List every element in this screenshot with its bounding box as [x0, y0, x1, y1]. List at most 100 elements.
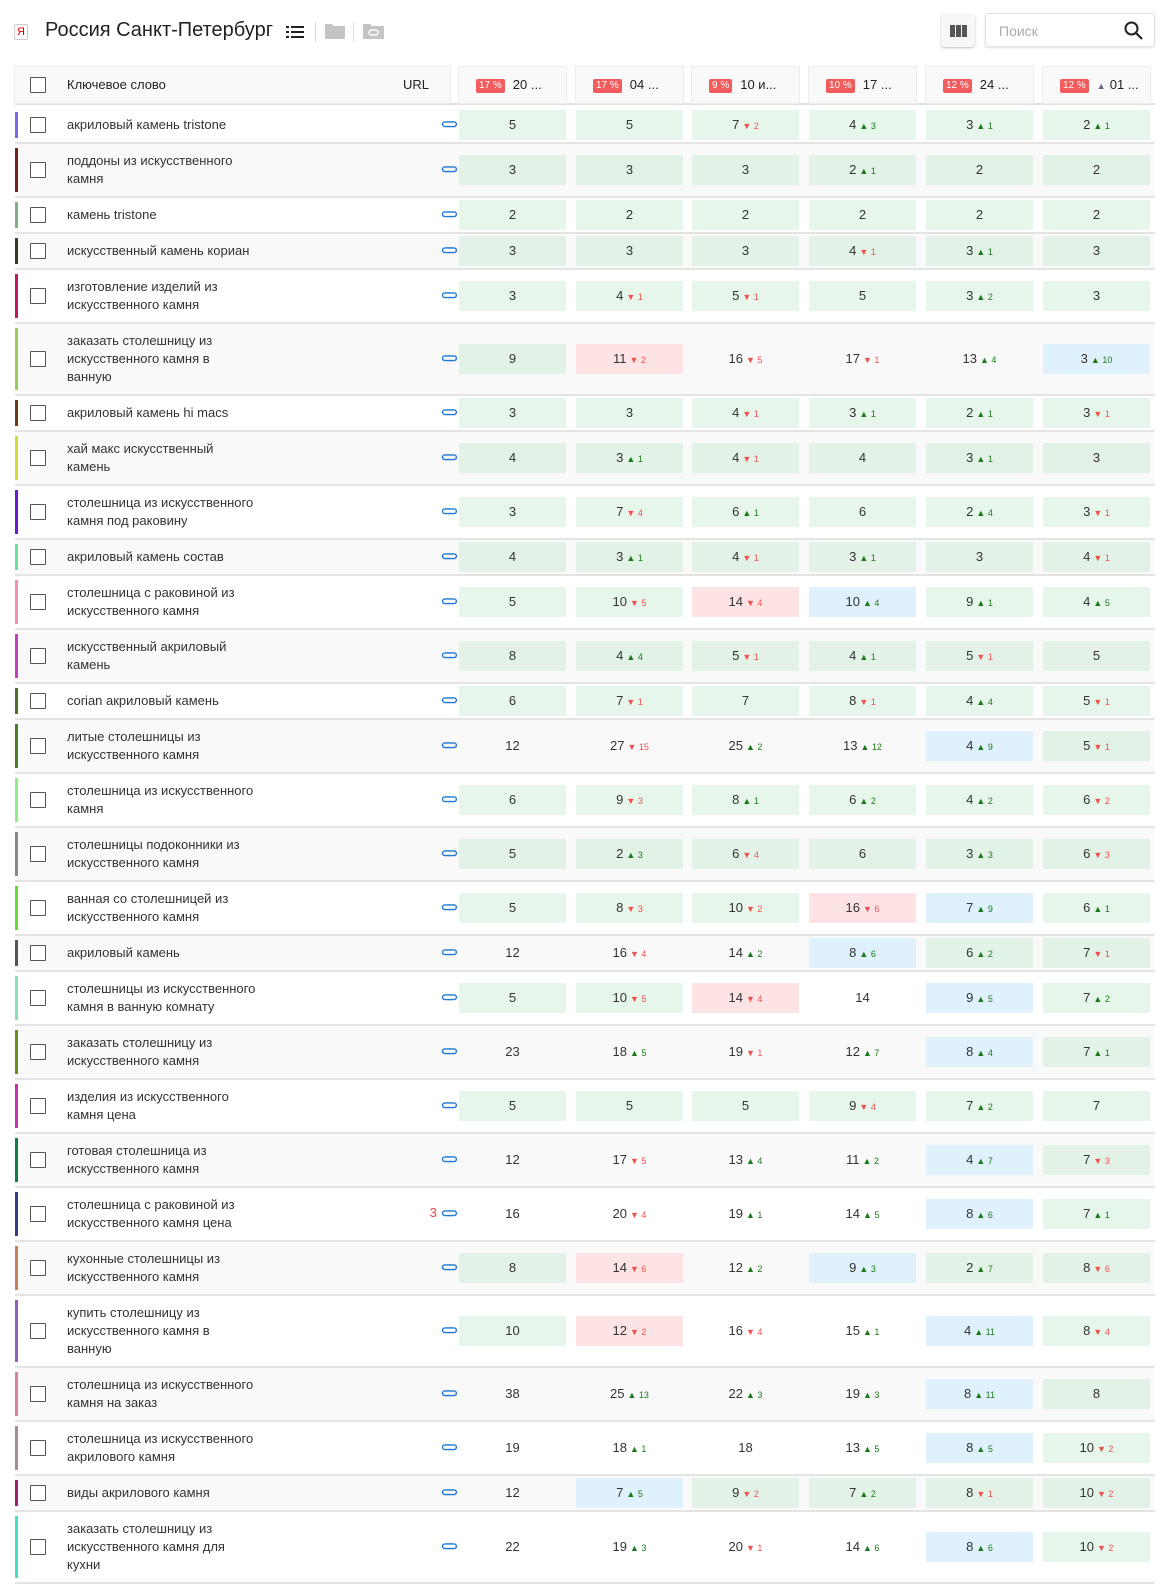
sort-asc-icon[interactable]: ▲ — [1096, 81, 1106, 91]
column-url[interactable]: URL — [403, 77, 430, 92]
row-checkbox[interactable] — [30, 1260, 46, 1276]
position-cell: 3 ▲ 1 — [926, 236, 1033, 266]
row-checkbox[interactable] — [30, 1152, 46, 1168]
row-checkbox[interactable] — [30, 405, 46, 421]
position-cell: 3 ▼ 1 — [1043, 497, 1150, 527]
position-value: 7 — [1083, 1044, 1091, 1059]
position-cell: 16 ▼ 6 — [809, 893, 916, 923]
keyword-text: изделия из искусственного камня цена — [67, 1089, 229, 1122]
position-cell: 2 — [926, 155, 1033, 185]
row-checkbox[interactable] — [30, 207, 46, 223]
row-checkbox[interactable] — [30, 792, 46, 808]
row-checkbox[interactable] — [30, 1098, 46, 1114]
link-icon[interactable]: ⊂⊃ — [440, 900, 458, 914]
link-icon[interactable]: ⊂⊃ — [440, 162, 458, 176]
search-input[interactable] — [997, 22, 1117, 40]
link-icon[interactable]: ⊂⊃ — [440, 288, 458, 302]
link-icon[interactable]: ⊂⊃ — [440, 846, 458, 860]
row-checkbox[interactable] — [30, 945, 46, 961]
row-checkbox[interactable] — [30, 351, 46, 367]
row-checkbox[interactable] — [30, 846, 46, 862]
link-icon[interactable]: ⊂⊃ — [440, 792, 458, 806]
link-icon[interactable]: ⊂⊃ — [440, 405, 458, 419]
row-checkbox[interactable] — [30, 1485, 46, 1501]
link-icon[interactable]: ⊂⊃ — [440, 207, 458, 221]
position-value: 8 — [508, 648, 517, 663]
column-date[interactable]: 17 % 20 ... — [459, 67, 566, 103]
link-icon[interactable]: ⊂⊃ — [440, 1386, 458, 1400]
link-icon[interactable]: ⊂⊃ — [440, 648, 458, 662]
position-up: ▲ 3 — [746, 1390, 763, 1400]
url-cell: ⊂⊃ — [395, 1097, 458, 1112]
link-icon[interactable]: ⊂⊃ — [440, 1206, 458, 1220]
row-checkbox[interactable] — [30, 594, 46, 610]
row-checkbox[interactable] — [30, 1440, 46, 1456]
select-all-checkbox[interactable] — [30, 77, 46, 93]
link-icon[interactable]: ⊂⊃ — [440, 243, 458, 257]
row-checkbox[interactable] — [30, 117, 46, 133]
row-checkbox[interactable] — [30, 504, 46, 520]
link-icon[interactable]: ⊂⊃ — [440, 1485, 458, 1499]
folder-link-icon[interactable] — [363, 22, 384, 39]
search-box[interactable] — [985, 13, 1155, 47]
link-icon[interactable]: ⊂⊃ — [440, 1260, 458, 1274]
link-icon[interactable]: ⊂⊃ — [440, 549, 458, 563]
row-checkbox[interactable] — [30, 1044, 46, 1060]
row-checkbox[interactable] — [30, 900, 46, 916]
page-title: Россия Санкт-Петербург — [45, 19, 273, 41]
column-date[interactable]: 12 % 24 ... — [926, 67, 1033, 103]
link-icon[interactable]: ⊂⊃ — [440, 1044, 458, 1058]
column-date[interactable]: 10 % 17 ... — [809, 67, 916, 103]
link-icon[interactable]: ⊂⊃ — [440, 693, 458, 707]
position-cell: 6 — [809, 839, 916, 869]
position-up: ▲ 5 — [863, 1444, 880, 1454]
link-icon[interactable]: ⊂⊃ — [440, 1152, 458, 1166]
link-icon[interactable]: ⊂⊃ — [440, 738, 458, 752]
link-icon[interactable]: ⊂⊃ — [440, 990, 458, 1004]
link-icon[interactable]: ⊂⊃ — [440, 945, 458, 959]
link-icon[interactable]: ⊂⊃ — [440, 1098, 458, 1112]
position-cell: 4 ▼ 1 — [692, 443, 799, 473]
link-icon[interactable]: ⊂⊃ — [440, 594, 458, 608]
row-checkbox[interactable] — [30, 162, 46, 178]
position-value: 2 — [741, 207, 750, 222]
group-color-marker — [15, 1300, 18, 1362]
row-checkbox[interactable] — [30, 693, 46, 709]
position-cell: 6 ▲ 1 — [1043, 893, 1150, 923]
row-checkbox[interactable] — [30, 1206, 46, 1222]
link-icon[interactable]: ⊂⊃ — [440, 1539, 458, 1553]
row-checkbox[interactable] — [30, 549, 46, 565]
search-icon[interactable] — [1124, 21, 1143, 40]
position-value: 5 — [732, 288, 740, 303]
position-value: 17 — [612, 1152, 628, 1167]
column-date[interactable]: 9 % 10 и... — [692, 67, 799, 103]
row-checkbox[interactable] — [30, 1323, 46, 1339]
column-date[interactable]: 17 % 04 ... — [576, 67, 683, 103]
columns-button[interactable] — [941, 14, 975, 47]
row-checkbox[interactable] — [30, 288, 46, 304]
link-icon[interactable]: ⊂⊃ — [440, 1440, 458, 1454]
table-row: столешница из искусственного камня на за… — [15, 1368, 1155, 1422]
row-checkbox[interactable] — [30, 648, 46, 664]
row-checkbox[interactable] — [30, 990, 46, 1006]
column-date[interactable]: 12 % ▲ 01 ... — [1043, 67, 1150, 103]
folder-icon[interactable] — [325, 22, 345, 39]
url-cell: ⊂⊃ — [395, 548, 458, 563]
position-cell: 5 — [576, 1091, 683, 1121]
link-icon[interactable]: ⊂⊃ — [440, 1323, 458, 1337]
position-value: 10 — [1079, 1440, 1095, 1455]
row-checkbox[interactable] — [30, 243, 46, 259]
row-checkbox[interactable] — [30, 450, 46, 466]
row-checkbox[interactable] — [30, 1386, 46, 1402]
link-icon[interactable]: ⊂⊃ — [440, 450, 458, 464]
list-icon[interactable] — [286, 25, 304, 39]
row-checkbox[interactable] — [30, 738, 46, 754]
column-keyword[interactable]: Ключевое слово — [67, 77, 166, 92]
position-value: 8 — [966, 1440, 974, 1455]
link-icon[interactable]: ⊂⊃ — [440, 117, 458, 131]
link-icon[interactable]: ⊂⊃ — [440, 351, 458, 365]
position-down: ▼ 5 — [630, 598, 647, 608]
position-value: 3 — [849, 405, 857, 420]
link-icon[interactable]: ⊂⊃ — [440, 504, 458, 518]
row-checkbox[interactable] — [30, 1539, 46, 1555]
